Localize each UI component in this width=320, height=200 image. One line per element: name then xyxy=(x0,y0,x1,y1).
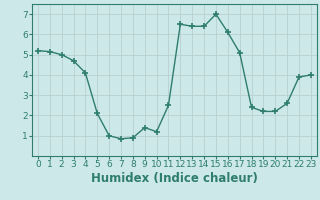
X-axis label: Humidex (Indice chaleur): Humidex (Indice chaleur) xyxy=(91,172,258,185)
